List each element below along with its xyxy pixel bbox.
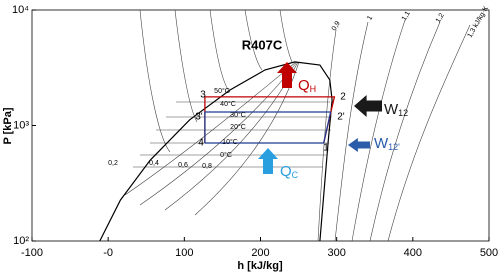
isotherm-label: 0°C [220, 151, 232, 159]
isotherm-label: 30°C [230, 111, 246, 119]
heat-arrow [258, 148, 278, 174]
isotherm-label: 50°C [214, 87, 230, 95]
point-label: 3 [200, 90, 206, 101]
isotherm-label: 40°C [220, 100, 236, 108]
x-tick-label: 400 [404, 247, 422, 259]
isotherm [244, 9, 263, 71]
isotherm [209, 9, 231, 93]
cycle-line [204, 111, 332, 144]
heat-arrow [277, 62, 297, 88]
heat-label: QC [280, 163, 299, 180]
chart-title: R407C [242, 37, 283, 52]
work-label-sub: 12' [388, 142, 400, 152]
x-tick-label: 200 [251, 247, 269, 259]
heat-label-sub: H [310, 84, 317, 94]
work-arrow [348, 138, 370, 152]
isentrope-label: 1 [366, 15, 374, 22]
isotherm-label: 10°C [222, 138, 238, 146]
work-label-sub: 12 [398, 108, 408, 118]
heat-label: QH [298, 77, 316, 94]
y-tick-label: 10⁴ [12, 4, 29, 16]
point-label: 2' [337, 112, 345, 123]
point-label: 2 [340, 92, 346, 103]
x-tick-label: 100 [175, 247, 193, 259]
quality-label: 0,2 [108, 160, 118, 167]
quality-line [124, 61, 297, 196]
work-label-main: W [384, 101, 399, 118]
heat-label-sub: C [292, 170, 299, 180]
y-axis-label: P [kPa] [2, 107, 14, 144]
x-tick-label: -0 [103, 247, 113, 259]
isentrope-label: 0,9 [331, 20, 342, 32]
isentrope [334, 21, 369, 242]
quality-label: 0,8 [202, 163, 212, 170]
isotherm [279, 9, 293, 63]
x-axis-label: h [kJ/kg] [237, 260, 283, 272]
x-tick-label: 500 [480, 247, 498, 259]
y-tick-label: 10³ [13, 119, 29, 131]
heat-label-main: Q [298, 77, 310, 94]
isotherm [139, 9, 171, 153]
isentrope [387, 24, 471, 242]
quality-label: 0,6 [178, 162, 188, 169]
isentrope [369, 21, 441, 242]
quality-label: 0,4 [149, 160, 159, 167]
heat-label-main: Q [280, 163, 292, 180]
point-label: 3' [195, 112, 203, 123]
isentrope [317, 29, 337, 242]
isentrope [351, 19, 406, 242]
work-label: W12' [374, 135, 400, 152]
point-label: 1 [323, 143, 329, 154]
isolines [124, 9, 471, 242]
x-tick-label: -100 [21, 247, 43, 259]
isentrope-label: 1,2 [435, 12, 446, 24]
plot-frame [31, 9, 490, 242]
point-label: 4 [198, 138, 204, 149]
isentrope-label: 1,1 [401, 10, 412, 22]
work-label-main: W [374, 135, 389, 152]
isotherm-label: 20°C [230, 123, 246, 131]
work-label: W12 [384, 101, 408, 118]
work-arrow [354, 95, 382, 117]
y-tick-label: 10² [13, 235, 29, 247]
x-tick-label: 300 [327, 247, 345, 259]
